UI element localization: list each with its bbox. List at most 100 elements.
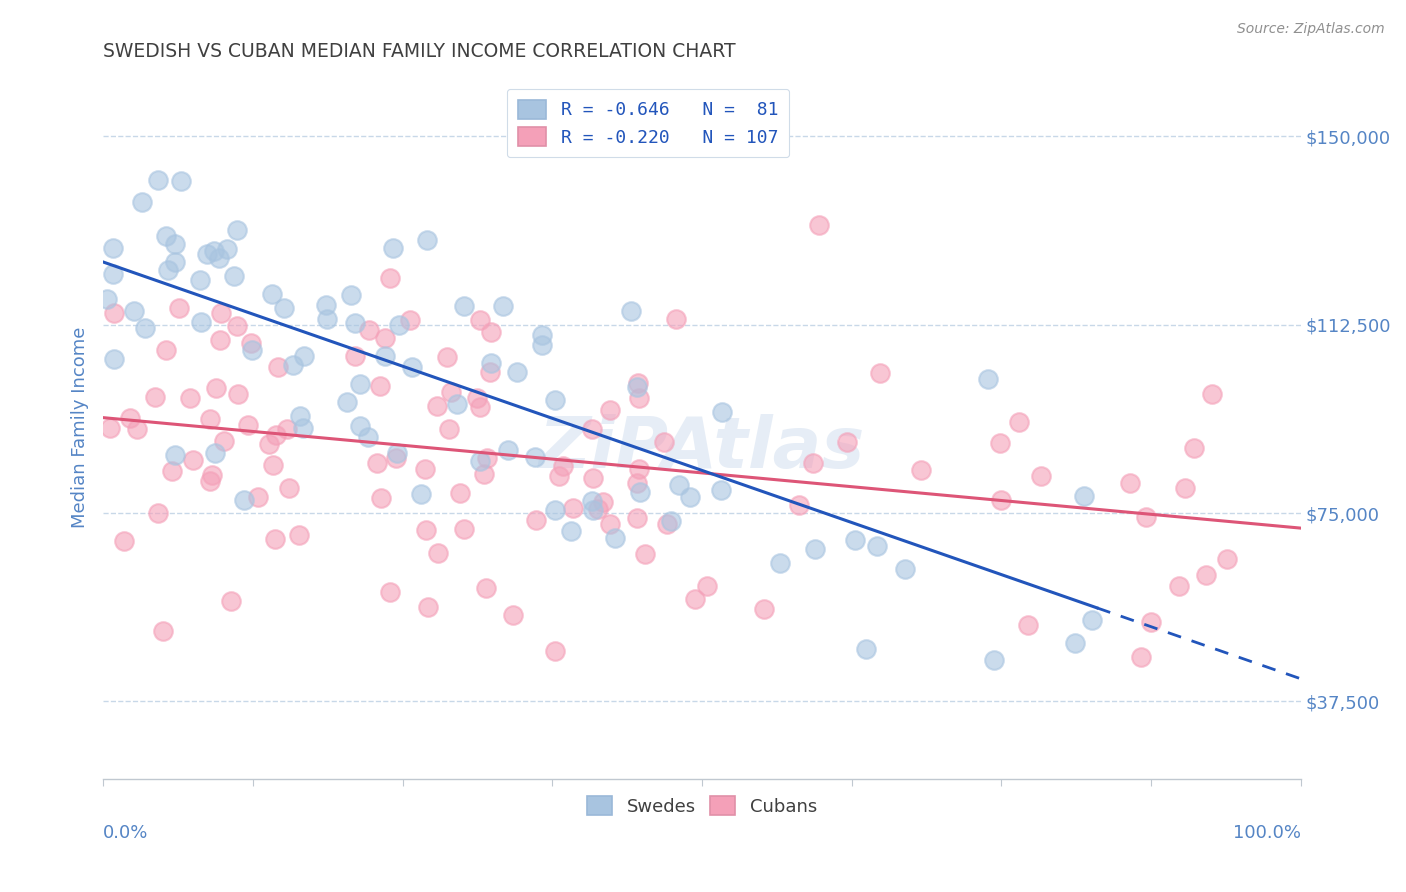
Point [844, 533, 866, 548]
Point [547, 469, 569, 483]
Point [502, 607, 524, 622]
Point [368, 379, 391, 393]
Point [768, 556, 790, 570]
Point [112, 533, 135, 548]
Point [1184, 442, 1206, 456]
Point [1139, 615, 1161, 630]
Point [668, 478, 690, 492]
Text: Source: ZipAtlas.com: Source: ZipAtlas.com [1237, 22, 1385, 37]
Text: ZiPAtlas: ZiPAtlas [538, 414, 865, 483]
Point [96, 292, 118, 306]
Point [179, 391, 201, 405]
Point [1073, 489, 1095, 503]
Point [101, 267, 124, 281]
Text: 0.0%: 0.0% [103, 824, 149, 842]
Point [530, 327, 553, 342]
Point [262, 458, 284, 472]
Point [200, 468, 222, 483]
Point [581, 422, 603, 436]
Point [155, 229, 177, 244]
Point [122, 304, 145, 318]
Point [152, 624, 174, 639]
Point [266, 427, 288, 442]
Point [479, 325, 502, 339]
Point [165, 255, 187, 269]
Point [290, 409, 312, 424]
Point [437, 422, 460, 436]
Point [628, 462, 651, 476]
Point [157, 263, 180, 277]
Point [413, 462, 436, 476]
Point [551, 459, 574, 474]
Point [356, 430, 378, 444]
Point [163, 448, 186, 462]
Point [198, 474, 221, 488]
Point [370, 491, 392, 506]
Point [910, 463, 932, 477]
Point [103, 351, 125, 366]
Legend: Swedes, Cubans: Swedes, Cubans [579, 789, 824, 822]
Point [232, 493, 254, 508]
Point [560, 524, 582, 538]
Point [239, 336, 262, 351]
Point [472, 467, 495, 481]
Point [477, 450, 499, 465]
Point [127, 422, 149, 436]
Point [374, 331, 396, 345]
Point [449, 486, 471, 500]
Point [754, 601, 776, 615]
Point [169, 174, 191, 188]
Point [257, 437, 280, 451]
Point [155, 343, 177, 357]
Point [1135, 509, 1157, 524]
Point [544, 503, 567, 517]
Point [696, 579, 718, 593]
Point [866, 540, 889, 554]
Point [1064, 636, 1087, 650]
Point [416, 600, 439, 615]
Y-axis label: Median Family Income: Median Family Income [72, 327, 89, 528]
Point [506, 365, 529, 379]
Point [468, 401, 491, 415]
Point [657, 517, 679, 532]
Point [246, 491, 269, 505]
Point [659, 514, 682, 528]
Point [401, 359, 423, 374]
Point [626, 380, 648, 394]
Point [315, 298, 337, 312]
Point [103, 241, 125, 255]
Point [628, 485, 651, 500]
Point [226, 319, 249, 334]
Point [628, 392, 651, 406]
Point [283, 359, 305, 373]
Point [198, 411, 221, 425]
Point [208, 334, 231, 348]
Point [426, 546, 449, 560]
Point [599, 402, 621, 417]
Point [543, 392, 565, 407]
Point [1167, 579, 1189, 593]
Point [411, 487, 433, 501]
Point [627, 376, 650, 390]
Point [1195, 568, 1218, 582]
Point [453, 299, 475, 313]
Point [588, 501, 610, 516]
Point [273, 301, 295, 315]
Point [855, 642, 877, 657]
Point [204, 446, 226, 460]
Point [118, 411, 141, 425]
Point [491, 299, 513, 313]
Point [524, 513, 547, 527]
Text: SWEDISH VS CUBAN MEDIAN FAMILY INCOME CORRELATION CHART: SWEDISH VS CUBAN MEDIAN FAMILY INCOME CO… [103, 42, 735, 61]
Point [619, 304, 641, 318]
Point [626, 511, 648, 525]
Point [683, 591, 706, 606]
Point [381, 241, 404, 255]
Text: 100.0%: 100.0% [1233, 824, 1301, 842]
Point [582, 503, 605, 517]
Point [787, 499, 810, 513]
Point [226, 223, 249, 237]
Point [983, 653, 1005, 667]
Point [202, 244, 225, 259]
Point [1008, 415, 1031, 429]
